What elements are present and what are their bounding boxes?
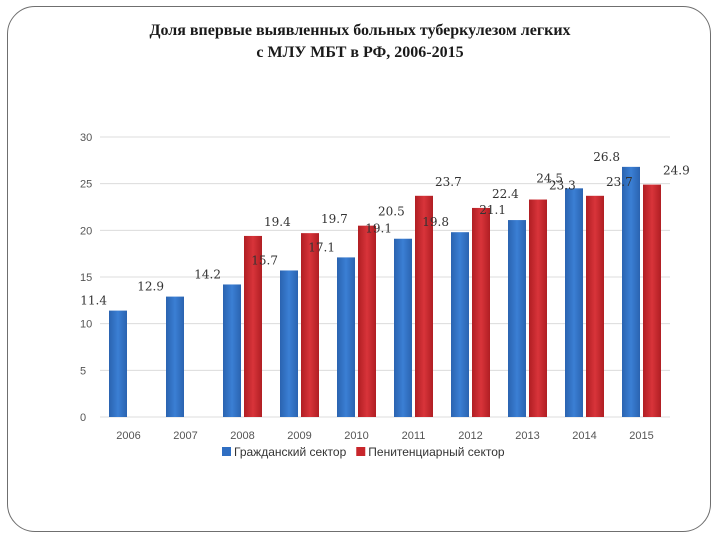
legend-label: Пенитенциарный сектор: [368, 445, 505, 459]
x-tick-label: 2012: [458, 430, 482, 442]
bar-penitentiary-2010: [358, 225, 376, 417]
legend-swatch: [222, 447, 231, 456]
y-axis-ticks: 0 5 10 15 20 25 30: [80, 132, 92, 424]
data-label: 22.4: [492, 187, 519, 201]
x-tick-label: 2009: [287, 430, 311, 442]
bar-penitentiary-2013: [529, 199, 547, 417]
bar-civil-2012: [451, 232, 469, 417]
bar-civil-2015: [622, 166, 640, 417]
data-label: 19.8: [422, 215, 449, 229]
data-label: 24.5: [536, 171, 563, 185]
data-label: 24.9: [663, 164, 690, 178]
data-label: 14.2: [194, 267, 221, 281]
x-tick-label: 2015: [629, 430, 653, 442]
legend-swatch: [356, 447, 366, 456]
x-tick-label: 2011: [402, 430, 426, 442]
x-tick-label: 2013: [515, 430, 539, 442]
bar-penitentiary-2015: [643, 184, 661, 417]
x-tick-label: 2010: [344, 430, 368, 442]
data-label: 17.1: [308, 240, 335, 254]
y-tick-label: 15: [80, 272, 92, 284]
bar-penitentiary-2008: [244, 235, 262, 417]
legend: Гражданский сектор Пенитенциарный сектор: [222, 445, 505, 459]
chart-title-line-2: с МЛУ МБТ в РФ, 2006-2015: [256, 44, 464, 61]
x-tick-label: 2014: [572, 430, 596, 442]
bar-penitentiary-2014: [586, 195, 604, 417]
y-tick-label: 20: [80, 225, 92, 237]
bar-civil-2008: [223, 284, 241, 417]
y-tick-label: 5: [80, 365, 86, 377]
bar-civil-2011: [394, 238, 412, 417]
chart-title: Доля впервые выявленных больных туберкул…: [0, 20, 720, 64]
data-label: 21.1: [479, 203, 506, 217]
x-tick-label: 2008: [230, 430, 254, 442]
bar-penitentiary-2012: [472, 207, 490, 417]
bar-penitentiary-2011: [415, 195, 433, 417]
legend-label: Гражданский сектор: [234, 445, 347, 459]
y-tick-label: 10: [80, 319, 92, 331]
y-tick-label: 25: [80, 179, 92, 191]
data-labels: 11.4 12.9 14.2 19.4 15.7 19.7 17.1 20.5 19.1 23.7…: [80, 150, 689, 308]
data-label: 23.7: [435, 175, 462, 189]
x-tick-label: 2007: [173, 430, 197, 442]
data-label: 12.9: [137, 280, 164, 294]
data-label: 26.8: [593, 150, 620, 164]
x-axis-ticks: 2006 2007 2008 2009 2010 2011 2012 2013 2014 2015: [116, 430, 653, 442]
bar-civil-2014: [565, 188, 583, 417]
data-label: 19.4: [264, 215, 291, 229]
bar-civil-2013: [508, 220, 526, 417]
y-tick-label: 30: [80, 132, 92, 144]
chart-title-line-1: Доля впервые выявленных больных туберкул…: [149, 22, 571, 39]
bar-civil-2010: [337, 257, 355, 417]
y-tick-label: 0: [80, 412, 86, 424]
data-label: 15.7: [251, 253, 278, 267]
x-tick-label: 2006: [116, 430, 140, 442]
bar-penitentiary-2009: [301, 233, 319, 417]
data-label: 20.5: [378, 205, 405, 219]
data-label: 23.3: [549, 179, 576, 193]
data-label: 23.7: [606, 175, 633, 189]
bar-civil-2009: [280, 270, 298, 417]
grid-lines: [100, 136, 670, 418]
data-label: 19.7: [321, 212, 348, 226]
bar-civil-2006: [109, 310, 127, 417]
bar-civil-2007: [166, 296, 184, 417]
bars: [109, 166, 661, 417]
data-label: 11.4: [80, 294, 107, 308]
data-label: 19.1: [365, 222, 392, 236]
